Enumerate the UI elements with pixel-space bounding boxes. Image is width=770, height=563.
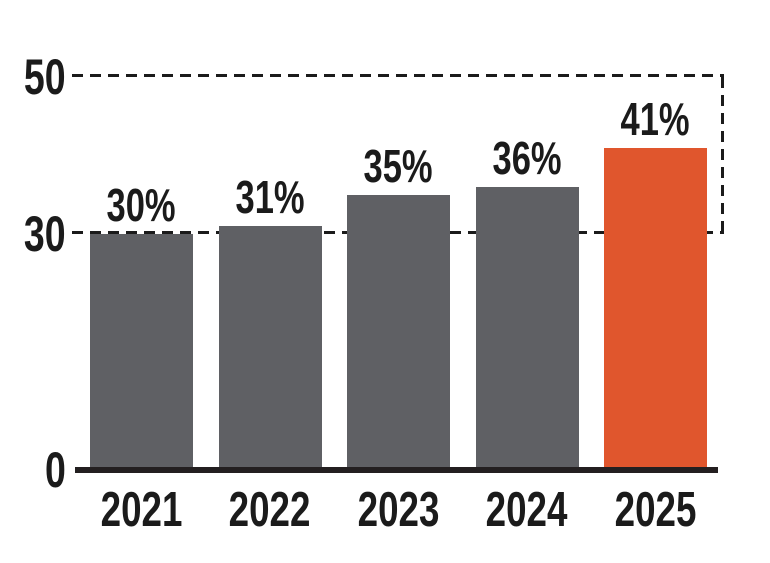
value-label-2021: 30%: [72, 182, 212, 228]
value-label-2023-text: 35%: [363, 139, 434, 192]
x-tick-label-2021-text: 2021: [100, 483, 183, 537]
x-tick-label-2022: 2022: [200, 486, 340, 535]
x-tick-label-2024: 2024: [457, 486, 597, 535]
right-dashed-boundary: [721, 77, 724, 235]
bar-2023: [347, 194, 450, 470]
x-tick-label-2025-text: 2025: [614, 483, 697, 537]
x-tick-label-2023-text: 2023: [357, 483, 440, 537]
y-tick-label-50-text: 50: [24, 49, 66, 105]
value-label-2021-text: 30%: [106, 179, 177, 232]
value-label-2025-text: 41%: [620, 92, 691, 145]
x-tick-label-2023: 2023: [329, 486, 469, 535]
x-tick-label-2025: 2025: [586, 486, 726, 535]
y-tick-label-50: 50: [0, 52, 66, 102]
value-label-2023: 35%: [329, 143, 469, 189]
x-tick-label-2024-text: 2024: [486, 483, 568, 537]
x-tick-label-2022-text: 2022: [229, 483, 311, 537]
y-tick-label-30: 30: [0, 209, 66, 259]
gridline-50: [72, 74, 724, 77]
x-axis-line: [75, 467, 718, 473]
value-label-2025: 41%: [586, 96, 726, 142]
bar-2022: [218, 226, 322, 470]
bar-2024: [475, 187, 579, 470]
y-tick-label-0: 0: [0, 445, 66, 495]
y-tick-label-0-text: 0: [45, 442, 66, 498]
value-label-2022-text: 31%: [235, 171, 305, 224]
bar-2025: [604, 147, 707, 470]
value-label-2022: 31%: [200, 174, 340, 220]
x-tick-label-2021: 2021: [72, 486, 212, 535]
value-label-2024: 36%: [457, 135, 597, 181]
y-tick-label-30-text: 30: [24, 206, 66, 263]
bar-2021: [90, 234, 193, 470]
value-label-2024-text: 36%: [492, 132, 562, 185]
